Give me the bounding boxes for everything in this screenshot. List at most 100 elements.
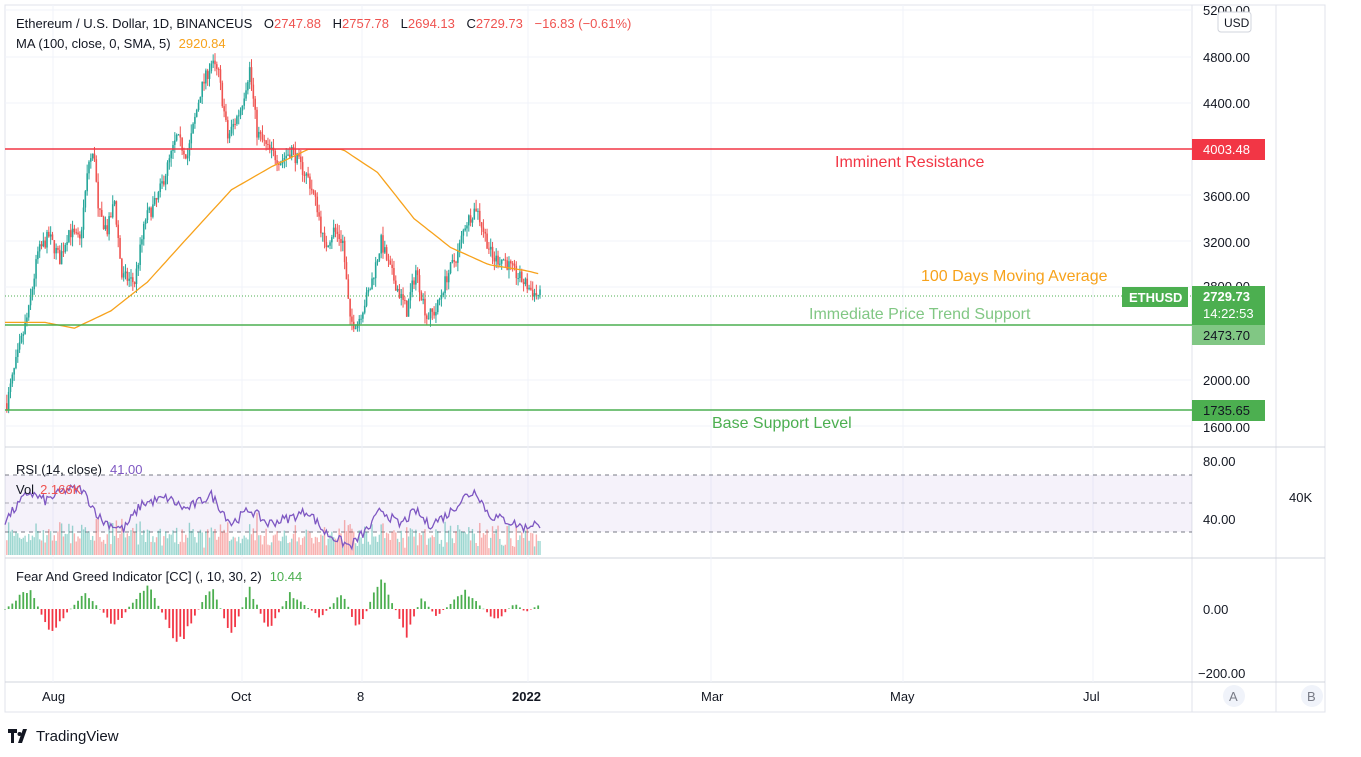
candle-body (174, 140, 176, 145)
volume-bar (48, 529, 50, 555)
candle-body (49, 234, 52, 237)
candle-body (192, 123, 194, 134)
candle-body (489, 246, 492, 250)
price-tick: 3600.00 (1203, 189, 1250, 204)
candle-body (396, 288, 399, 291)
candle-body (449, 262, 452, 274)
candle-body (274, 150, 277, 161)
candle-body (493, 257, 496, 262)
candle-body (289, 154, 291, 158)
candle-body (517, 278, 519, 280)
volume-bar (110, 544, 112, 555)
candle-body (283, 158, 286, 160)
candle-body (495, 255, 497, 262)
fear-greed-bar (398, 609, 401, 619)
fear-greed-bar (77, 600, 79, 609)
volume-bar (9, 531, 12, 555)
tradingview-logo[interactable]: TradingView (8, 726, 119, 746)
volume-bar (460, 531, 463, 555)
candle-body (391, 264, 393, 269)
fear-greed-bar (365, 609, 368, 612)
volume-bar (440, 539, 443, 555)
grid-lines (5, 5, 1192, 682)
candle-body (356, 324, 359, 329)
volume-bar (57, 531, 59, 555)
fear-greed-bar (172, 609, 174, 639)
fear-greed-bar (519, 607, 521, 609)
fear-greed-bar (40, 609, 43, 615)
fear-greed-bar (427, 606, 430, 609)
volume-bar (517, 540, 519, 555)
volume-bar (298, 537, 300, 555)
candle-body (488, 248, 490, 250)
volume-bar (422, 532, 424, 555)
candle-body (499, 263, 501, 265)
volume-bar (500, 544, 503, 555)
candle-body (398, 288, 401, 298)
fear-greed-bar (168, 609, 171, 629)
candle-body (323, 232, 326, 243)
candle-body (144, 220, 147, 225)
fear-greed-bar (274, 609, 277, 619)
volume-bar (133, 531, 136, 555)
fear-greed-bar (58, 609, 61, 622)
fear-greed-bar (161, 609, 163, 613)
volume-bar (122, 530, 125, 555)
volume-bar (367, 541, 370, 555)
fear-greed-bar (332, 603, 335, 609)
candle-body (416, 270, 419, 276)
fear-greed-bar (497, 609, 499, 619)
volume-bar (24, 535, 26, 555)
volume-bar (396, 538, 399, 555)
volume-bar (179, 541, 181, 555)
candle-body (46, 231, 48, 248)
volume-bar (305, 529, 307, 555)
candle-body (172, 144, 174, 151)
candle-body (239, 110, 242, 116)
volume-bar (362, 543, 364, 555)
volume-bar (124, 537, 127, 555)
candle-body (342, 240, 344, 243)
candle-body (528, 287, 530, 290)
candle-body (533, 293, 536, 297)
fear-greed-bar (241, 607, 244, 609)
candle-body (405, 300, 408, 317)
volume-bar (250, 534, 253, 555)
volume-bar (504, 544, 507, 555)
volume-bar (334, 538, 337, 555)
fear-greed-bar (131, 602, 134, 609)
volume-bar (18, 537, 21, 555)
volume-bar (480, 537, 483, 555)
time-tick: 8 (357, 689, 364, 704)
candle-body (177, 134, 180, 136)
volume-bar (307, 530, 309, 555)
candle-body (418, 275, 421, 293)
price-axis[interactable]: 5200.00 4800.00 4400.00 3600.00 3200.00 … (1203, 3, 1250, 435)
volume-bar (513, 546, 516, 555)
candle-body (332, 227, 335, 238)
candle-body (424, 298, 426, 316)
time-axis[interactable]: Aug Oct 8 2022 Mar May Jul (42, 689, 1100, 704)
candle-body (159, 183, 162, 193)
candle-body (9, 383, 12, 392)
candle-body (108, 216, 110, 235)
volume-bar (528, 540, 530, 555)
candle-body (86, 173, 88, 192)
candle-body (245, 90, 247, 99)
fear-greed-bar (482, 608, 485, 610)
candle-body (279, 163, 282, 166)
candle-body (212, 60, 214, 64)
candle-body (440, 295, 443, 299)
log-scale-button[interactable]: B (1301, 685, 1323, 707)
rsi-tick: 80.00 (1203, 454, 1236, 469)
fear-greed-bar (493, 609, 496, 619)
time-tick: Oct (231, 689, 252, 704)
volume-bar (11, 529, 14, 555)
candle-body (208, 71, 211, 79)
fear-greed-bar (208, 591, 211, 609)
volume-bar (449, 525, 452, 555)
currency-badge[interactable]: USD (1217, 11, 1252, 33)
candle-body (360, 318, 362, 320)
auto-scale-button[interactable]: A (1223, 685, 1245, 707)
